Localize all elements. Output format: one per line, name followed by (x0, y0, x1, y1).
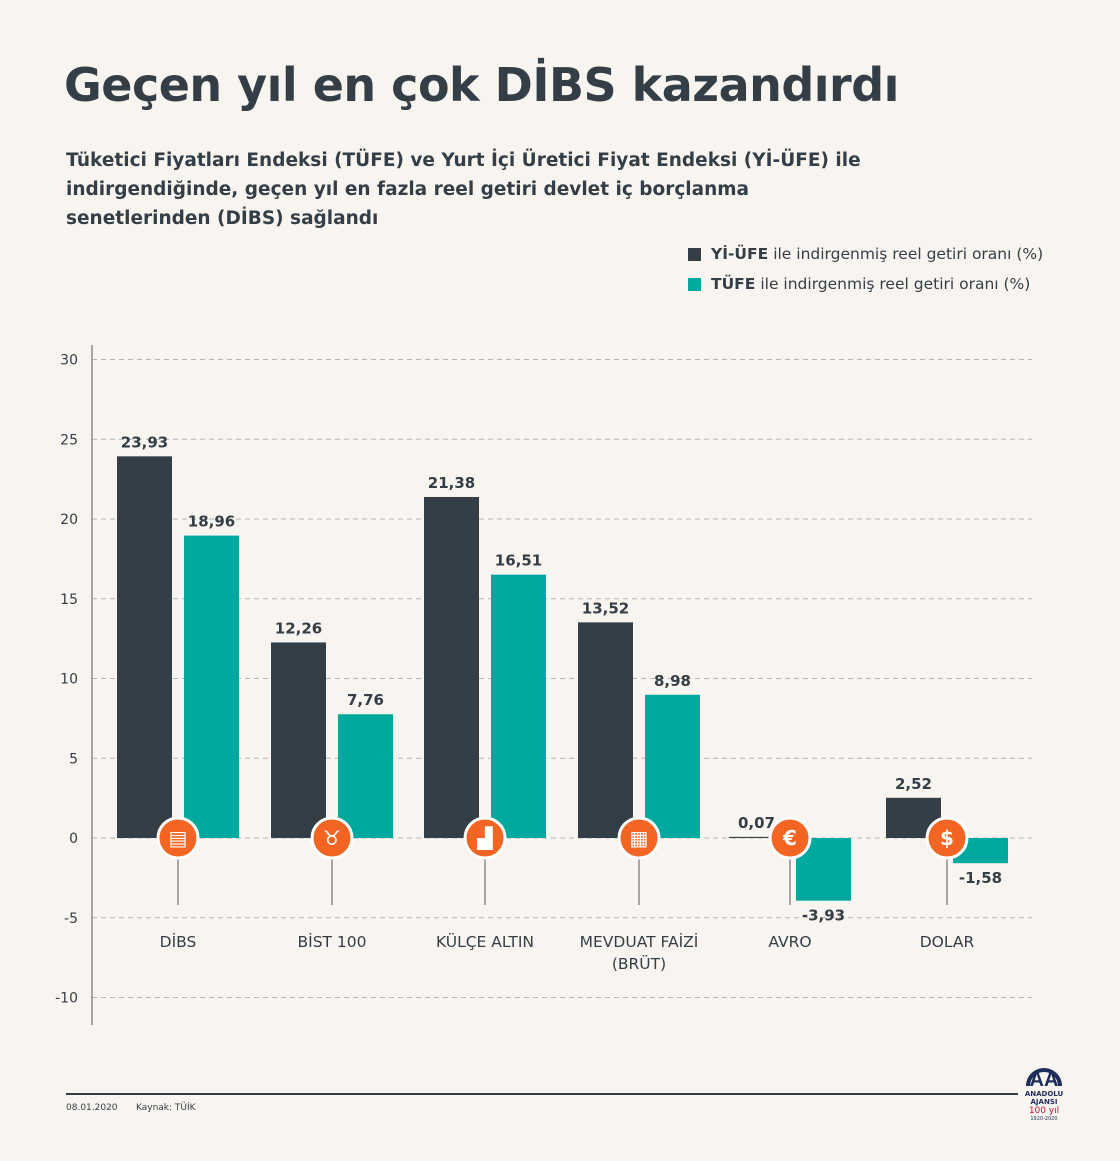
y-tick-label: 0 (69, 831, 78, 847)
euro-icon (768, 816, 812, 860)
y-tick-label: -10 (55, 991, 78, 1007)
footer-date: 08.01.2020 (66, 1103, 118, 1113)
legend-swatch (688, 247, 701, 261)
data-label: 8,98 (654, 672, 691, 690)
bar (578, 622, 633, 838)
anadolu-ajansi-logo: AA ANADOLU AJANSI 100 yıl 1920-2020 (1012, 1052, 1076, 1122)
logo-text: ANADOLU AJANSI (1024, 1090, 1064, 1106)
y-tick-label: 30 (60, 353, 78, 369)
data-label: 21,38 (428, 474, 475, 492)
bull-icon (310, 816, 354, 860)
dollar-icon (925, 816, 969, 860)
logo-years: 1920-2020 (1030, 1116, 1058, 1122)
svg-text:AA: AA (1030, 1069, 1059, 1088)
y-tick-label: 15 (60, 592, 78, 608)
y-tick-label: 10 (60, 672, 78, 688)
money-stack-icon-glyph: ▦ (630, 826, 649, 850)
document-icon-glyph: ▤ (169, 826, 188, 850)
data-label: 0,07 (738, 814, 775, 832)
legend-item-yiufe: Yİ-ÜFE ile indirgenmiş reel getiri oranı… (688, 245, 1043, 263)
x-category-label: DİBS (160, 932, 197, 951)
document-icon (156, 816, 200, 860)
aa-logo-icon: AA (1026, 1068, 1062, 1091)
bar (729, 836, 784, 838)
data-label: -3,93 (802, 907, 845, 925)
data-label: 7,76 (347, 691, 384, 709)
bar (491, 574, 546, 838)
y-tick-label: -5 (64, 911, 78, 927)
data-label: 12,26 (275, 619, 322, 637)
data-label: 16,51 (495, 552, 542, 570)
legend-text: ile indirgenmiş reel getiri oranı (%) (760, 275, 1031, 293)
y-tick-label: 5 (69, 751, 78, 767)
dollar-icon-glyph: $ (940, 826, 954, 850)
footer-source: Kaynak: TÜİK (136, 1103, 196, 1113)
data-label: 18,96 (188, 513, 235, 531)
x-category-label: DOLAR (920, 933, 975, 951)
gold-bars-icon (463, 816, 507, 860)
chart-subtitle: Tüketici Fiyatları Endeksi (TÜFE) ve Yur… (66, 150, 861, 229)
x-category-label: BİST 100 (297, 932, 366, 951)
y-tick-label: 20 (60, 512, 78, 528)
logo-anniversary: 100 yıl (1028, 1106, 1060, 1116)
bar (645, 694, 700, 838)
bar (271, 642, 326, 838)
data-label: 2,52 (895, 775, 932, 793)
legend-swatch (688, 277, 701, 291)
bull-icon-glyph: ♉ (323, 826, 341, 850)
footer-divider (66, 1093, 1018, 1095)
data-label: 23,93 (121, 433, 168, 451)
x-category-label: AVRO (768, 933, 811, 951)
bar (117, 456, 172, 838)
bar (424, 496, 479, 838)
money-stack-icon (617, 816, 661, 860)
gold-bars-icon-glyph: ▟ (477, 826, 493, 850)
legend-bold: TÜFE (711, 275, 756, 293)
legend-text: ile indirgenmiş reel getiri oranı (%) (773, 245, 1044, 263)
data-label: -1,58 (959, 869, 1002, 887)
bar (184, 535, 239, 838)
x-category-label: KÜLÇE ALTIN (436, 932, 534, 951)
legend-item-tufe: TÜFE ile indirgenmiş reel getiri oranı (… (688, 275, 1030, 293)
bar (338, 714, 393, 838)
y-tick-label: 25 (60, 432, 78, 448)
x-category-label: MEVDUAT FAİZİ (580, 932, 699, 951)
legend-bold: Yİ-ÜFE (711, 245, 769, 263)
euro-icon-glyph: € (782, 826, 797, 850)
chart-title: Geçen yıl en çok DİBS kazandırdı (64, 58, 899, 112)
data-label: 13,52 (582, 599, 629, 617)
x-category-label: (BRÜT) (612, 954, 666, 973)
